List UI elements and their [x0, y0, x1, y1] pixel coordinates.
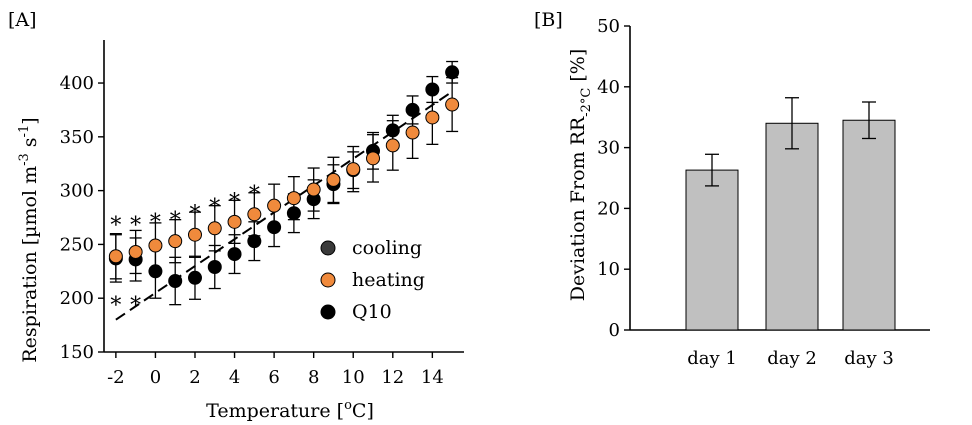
cooling-point [286, 206, 301, 221]
cooling-point [207, 260, 222, 275]
legend-label-heating: heating [352, 269, 425, 291]
cooling-point [247, 234, 262, 249]
panel-a-x-tick-label: 6 [268, 367, 279, 388]
panel-b-ylabel-text: Deviation From RR [567, 116, 589, 301]
legend-marker-cooling [320, 240, 336, 256]
heating-point [187, 227, 202, 242]
svg-text:Respiration [µmol m-3 s-1]: Respiration [µmol m-3 s-1] [17, 117, 41, 362]
legend-label-cooling: cooling [352, 237, 422, 259]
heating-point [286, 191, 301, 206]
cooling-point [227, 247, 242, 262]
panel-b-x-tick-label: day 1 [687, 348, 737, 369]
heating-point [148, 238, 163, 253]
significance-asterisk: * [150, 211, 161, 236]
significance-asterisk: * [189, 202, 200, 227]
panel-a-xlabel-sup: o [344, 398, 352, 413]
significance-asterisk: * [170, 208, 181, 233]
panel-a-ylabel-mid: s [19, 137, 41, 153]
panel-a-y-tick-label: 300 [60, 181, 94, 202]
significance-asterisk: * [110, 293, 121, 318]
panel-b-y-tick-label: 10 [597, 259, 620, 280]
panel-b-ylabel: Deviation From RR-2°C [%] [567, 49, 594, 301]
panel-a-x-tick-label: 8 [308, 367, 319, 388]
panel-b-x-tick-label: day 3 [844, 348, 894, 369]
panel-a-xlabel-text: Temperature [ [206, 400, 344, 422]
panel-a-plot: 150 200 250 300 350 400 -2 0 2 4 6 8 10 12 14 * * * * * * * * *… [60, 40, 464, 388]
heating-point [326, 172, 341, 187]
panel-b-y-tick-label: 50 [597, 16, 620, 37]
cooling-point [425, 82, 440, 97]
heating-point [346, 162, 361, 177]
panel-b-y-tick-label: 20 [597, 198, 620, 219]
panel-a-y-tick-label: 400 [60, 73, 94, 94]
panel-b-ylabel-end: [%] [567, 49, 589, 88]
panel-a-x-tick-label: 2 [189, 367, 200, 388]
panel-a-y-tick-label: 200 [60, 288, 94, 309]
significance-asterisk: * [209, 195, 220, 220]
panel-b-y-tick-label: 40 [597, 77, 620, 98]
significance-asterisk: * [130, 293, 141, 318]
panel-a-ylabel: Respiration [µmol m-3 s-1] [17, 117, 41, 362]
heating-point [128, 244, 143, 259]
significance-asterisk: * [249, 183, 260, 208]
svg-text:Deviation From RR-2°C [%]: Deviation From RR-2°C [%] [567, 49, 594, 301]
significance-asterisk: * [229, 190, 240, 215]
heating-point [306, 182, 321, 197]
significance-asterisk: * [130, 214, 141, 239]
significance-asterisk: * [110, 214, 121, 239]
heating-point [247, 207, 262, 222]
heating-point [267, 198, 282, 213]
panel-a-ylabel-end: ] [19, 117, 41, 124]
panel-a-label: [A] [8, 9, 37, 31]
panel-a-ylabel-text: Respiration [µmol m [19, 166, 41, 363]
heating-point [385, 138, 400, 153]
cooling-point [148, 264, 163, 279]
panel-a-y-tick-label: 150 [60, 342, 94, 363]
panel-a-x-tick-label: 14 [421, 367, 444, 388]
heating-point [168, 234, 183, 249]
panel-a-ylabel-sup2: -1 [17, 125, 32, 138]
panel-a-ylabel-sup1: -3 [17, 153, 32, 166]
cooling-point [445, 65, 460, 80]
bar-day-3 [842, 119, 896, 331]
cooling-point [385, 123, 400, 138]
panel-a-xlabel-unit: C] [352, 400, 374, 422]
heating-point [207, 221, 222, 236]
panel-a-x-tick-label: 4 [229, 367, 240, 388]
heating-point [405, 125, 420, 140]
cooling-point [187, 270, 202, 285]
cooling-point [168, 273, 183, 288]
cooling-point [267, 220, 282, 235]
panel-b-y-tick-label: 0 [609, 320, 620, 341]
panel-b-plot: 0 10 20 30 40 50 day 1 day 2 day 3 [597, 16, 930, 369]
panel-a-xlabel: Temperature [oC] [206, 398, 374, 422]
panel-b-x-tick-label: day 2 [767, 348, 817, 369]
bar-day-2 [765, 122, 819, 331]
panel-b-ylabel-sub: -2°C [579, 88, 594, 117]
heating-point [366, 151, 381, 166]
panel-b-label: [B] [534, 9, 563, 31]
heating-point [445, 97, 460, 112]
panel-a-x-tick-label: -2 [107, 367, 125, 388]
heating-point [227, 214, 242, 229]
legend-label-q10: Q10 [352, 301, 392, 323]
legend-marker-q10 [320, 304, 336, 320]
panel-a-x-tick-label: 0 [150, 367, 161, 388]
heating-point [425, 110, 440, 125]
panel-a-y-tick-label: 350 [60, 127, 94, 148]
cooling-point [405, 102, 420, 117]
panel-b-y-tick-label: 30 [597, 138, 620, 159]
legend-marker-heating [320, 272, 336, 288]
bar-day-1 [685, 169, 739, 331]
heating-point [108, 249, 123, 264]
panel-a-x-tick-label: 10 [342, 367, 365, 388]
panel-a-y-tick-label: 250 [60, 234, 94, 255]
panel-a-x-tick-label: 12 [381, 367, 404, 388]
